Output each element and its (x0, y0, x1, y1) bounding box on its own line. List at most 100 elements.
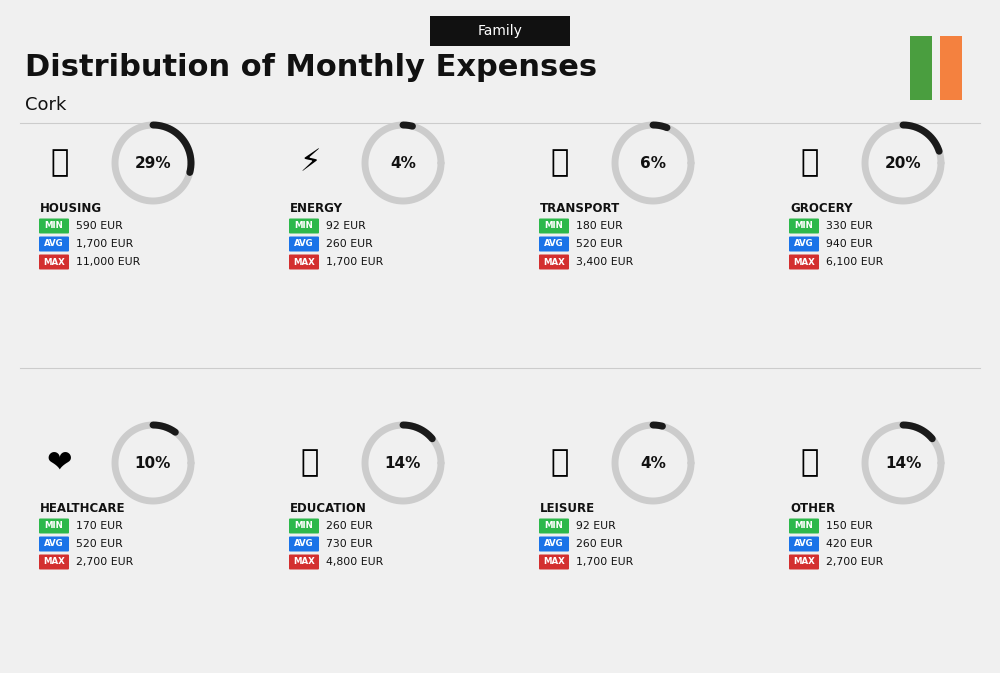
FancyBboxPatch shape (539, 555, 569, 569)
FancyBboxPatch shape (39, 254, 69, 269)
FancyBboxPatch shape (539, 518, 569, 534)
FancyBboxPatch shape (789, 555, 819, 569)
Text: Family: Family (478, 24, 522, 38)
Text: 4%: 4% (390, 155, 416, 170)
Text: 6%: 6% (640, 155, 666, 170)
FancyBboxPatch shape (539, 536, 569, 551)
Text: MIN: MIN (795, 221, 813, 230)
Text: ❤️: ❤️ (47, 448, 73, 478)
Text: Distribution of Monthly Expenses: Distribution of Monthly Expenses (25, 53, 597, 83)
Text: AVG: AVG (44, 240, 64, 248)
FancyBboxPatch shape (289, 219, 319, 234)
FancyBboxPatch shape (39, 536, 69, 551)
Text: LEISURE: LEISURE (540, 501, 595, 514)
Text: MIN: MIN (795, 522, 813, 530)
FancyBboxPatch shape (289, 536, 319, 551)
Text: AVG: AVG (44, 540, 64, 548)
Text: 940 EUR: 940 EUR (826, 239, 873, 249)
Text: 6,100 EUR: 6,100 EUR (826, 257, 883, 267)
FancyBboxPatch shape (39, 518, 69, 534)
Text: HEALTHCARE: HEALTHCARE (40, 501, 126, 514)
FancyBboxPatch shape (289, 254, 319, 269)
Text: 20%: 20% (885, 155, 921, 170)
Text: AVG: AVG (294, 540, 314, 548)
Text: 1,700 EUR: 1,700 EUR (576, 557, 633, 567)
Text: 🛍️: 🛍️ (551, 448, 569, 478)
Text: MAX: MAX (43, 258, 65, 267)
Text: 92 EUR: 92 EUR (576, 521, 616, 531)
Text: 🏢: 🏢 (51, 149, 69, 178)
Text: HOUSING: HOUSING (40, 201, 102, 215)
Text: 730 EUR: 730 EUR (326, 539, 373, 549)
FancyBboxPatch shape (789, 236, 819, 252)
Text: TRANSPORT: TRANSPORT (540, 201, 620, 215)
Text: 4%: 4% (640, 456, 666, 470)
Text: MIN: MIN (295, 221, 313, 230)
Text: 260 EUR: 260 EUR (576, 539, 623, 549)
Text: 🚌: 🚌 (551, 149, 569, 178)
FancyBboxPatch shape (940, 36, 962, 100)
FancyBboxPatch shape (39, 236, 69, 252)
Text: 330 EUR: 330 EUR (826, 221, 873, 231)
Text: MAX: MAX (293, 557, 315, 567)
Text: MAX: MAX (793, 258, 815, 267)
Text: 1,700 EUR: 1,700 EUR (326, 257, 383, 267)
Text: 1,700 EUR: 1,700 EUR (76, 239, 133, 249)
Text: MIN: MIN (545, 522, 563, 530)
FancyBboxPatch shape (289, 236, 319, 252)
Text: 420 EUR: 420 EUR (826, 539, 873, 549)
Text: ⚡: ⚡ (299, 149, 321, 178)
Text: 150 EUR: 150 EUR (826, 521, 873, 531)
FancyBboxPatch shape (39, 219, 69, 234)
FancyBboxPatch shape (289, 518, 319, 534)
Text: AVG: AVG (794, 540, 814, 548)
Text: ENERGY: ENERGY (290, 201, 343, 215)
Text: 260 EUR: 260 EUR (326, 521, 373, 531)
Text: GROCERY: GROCERY (790, 201, 852, 215)
Text: 🎓: 🎓 (301, 448, 319, 478)
Text: 2,700 EUR: 2,700 EUR (76, 557, 133, 567)
Text: AVG: AVG (544, 540, 564, 548)
Text: MAX: MAX (543, 557, 565, 567)
Text: 4,800 EUR: 4,800 EUR (326, 557, 383, 567)
Text: 29%: 29% (135, 155, 171, 170)
Text: AVG: AVG (794, 240, 814, 248)
FancyBboxPatch shape (539, 254, 569, 269)
Text: OTHER: OTHER (790, 501, 835, 514)
Text: 170 EUR: 170 EUR (76, 521, 123, 531)
Text: 14%: 14% (885, 456, 921, 470)
Text: 3,400 EUR: 3,400 EUR (576, 257, 633, 267)
FancyBboxPatch shape (539, 219, 569, 234)
Text: 180 EUR: 180 EUR (576, 221, 623, 231)
FancyBboxPatch shape (430, 16, 570, 46)
Text: 💰: 💰 (801, 448, 819, 478)
Text: 520 EUR: 520 EUR (76, 539, 123, 549)
FancyBboxPatch shape (789, 536, 819, 551)
Text: 260 EUR: 260 EUR (326, 239, 373, 249)
Text: 14%: 14% (385, 456, 421, 470)
Text: MAX: MAX (793, 557, 815, 567)
Text: 92 EUR: 92 EUR (326, 221, 366, 231)
Text: MAX: MAX (543, 258, 565, 267)
Text: 11,000 EUR: 11,000 EUR (76, 257, 140, 267)
Text: 2,700 EUR: 2,700 EUR (826, 557, 883, 567)
FancyBboxPatch shape (39, 555, 69, 569)
Text: MIN: MIN (295, 522, 313, 530)
FancyBboxPatch shape (789, 518, 819, 534)
Text: MAX: MAX (43, 557, 65, 567)
Text: 520 EUR: 520 EUR (576, 239, 623, 249)
FancyBboxPatch shape (289, 555, 319, 569)
Text: EDUCATION: EDUCATION (290, 501, 367, 514)
Text: MIN: MIN (45, 522, 63, 530)
FancyBboxPatch shape (539, 236, 569, 252)
Text: MIN: MIN (45, 221, 63, 230)
Text: AVG: AVG (544, 240, 564, 248)
Text: 🛒: 🛒 (801, 149, 819, 178)
FancyBboxPatch shape (789, 254, 819, 269)
Text: MIN: MIN (545, 221, 563, 230)
FancyBboxPatch shape (910, 36, 932, 100)
Text: AVG: AVG (294, 240, 314, 248)
FancyBboxPatch shape (789, 219, 819, 234)
Text: 590 EUR: 590 EUR (76, 221, 123, 231)
Text: Cork: Cork (25, 96, 66, 114)
